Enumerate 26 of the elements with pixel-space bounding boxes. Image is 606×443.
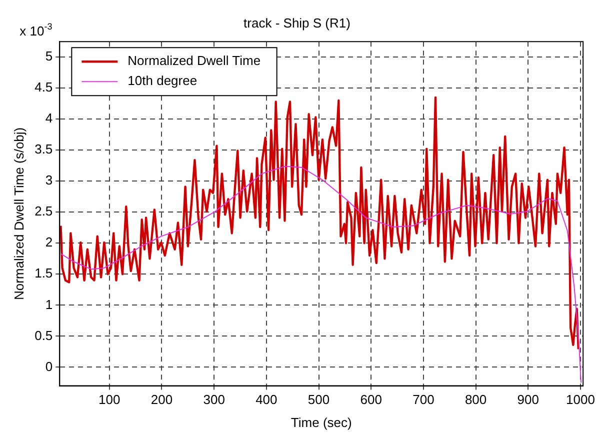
x-tick-label: 600 [360, 392, 382, 408]
chart-title: track - Ship S (R1) [244, 15, 350, 30]
y-tick-label: 2.5 [34, 204, 53, 219]
x-tick-label: 1000 [566, 392, 595, 408]
y-tick-label: 2 [45, 234, 53, 250]
y-tick-label: 4.5 [34, 80, 53, 95]
y-tick-label: 1 [45, 296, 53, 312]
y-tick-label: 0 [45, 358, 53, 374]
y-tick-label: 3.5 [34, 142, 53, 157]
legend-label: 10th degree [128, 73, 198, 88]
x-tick-label: 500 [308, 392, 330, 408]
legend-label: Normalized Dwell Time [128, 53, 261, 68]
x-tick-label: 300 [203, 392, 225, 408]
x-tick-label: 900 [517, 392, 539, 408]
x-tick-label: 700 [412, 392, 434, 408]
y-tick-label: 1.5 [34, 266, 53, 281]
y-axis-title: Normalized Dwell Time (s/obj) [11, 127, 26, 300]
x-tick-label: 800 [464, 392, 487, 408]
x-tick-label: 400 [256, 392, 278, 408]
y-tick-label: 5 [45, 48, 53, 64]
y-tick-label: 0.5 [34, 328, 53, 343]
y-tick-label: 3 [45, 172, 53, 188]
x-tick-label: 200 [150, 392, 173, 408]
y-tick-label: 4 [45, 110, 53, 126]
x-axis-title: Time (sec) [290, 414, 352, 430]
x-tick-label: 100 [98, 392, 120, 408]
